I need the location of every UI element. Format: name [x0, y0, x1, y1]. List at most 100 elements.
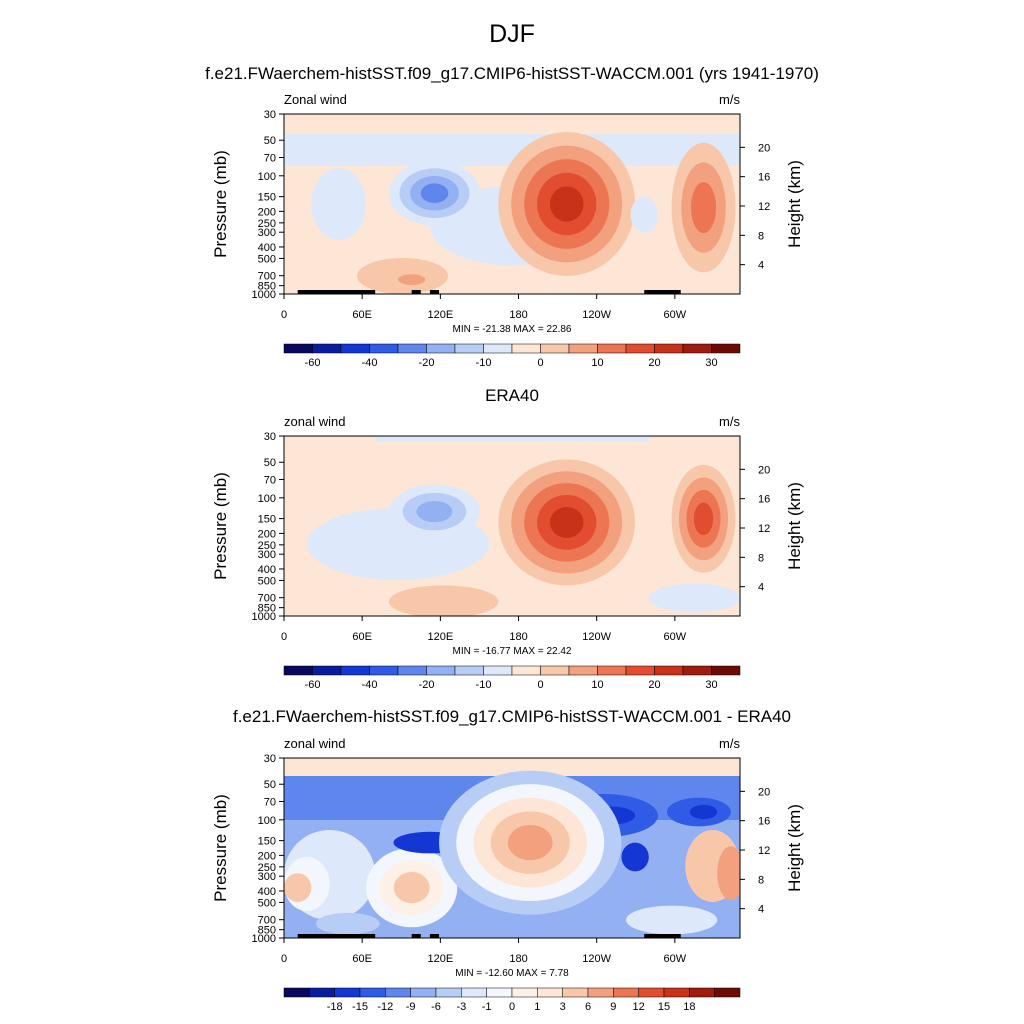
colorbar-segment — [426, 665, 456, 676]
contour-fill — [717, 846, 740, 901]
colorbar-segment — [435, 987, 462, 998]
contour-fill — [315, 912, 380, 935]
contour-fill — [284, 134, 740, 166]
pressure-tick-label: 700 — [258, 593, 276, 605]
panel3-title: f.e21.FWaerchem-histSST.f09_g17.CMIP6-hi… — [232, 707, 792, 726]
colorbar-segment — [540, 343, 570, 354]
lon-tick-label: 60W — [664, 631, 687, 643]
height-tick-label: 12 — [758, 845, 770, 857]
contour-fill — [621, 842, 649, 872]
pressure-tick-label: 500 — [258, 575, 276, 587]
lon-tick-label: 120E — [428, 631, 454, 643]
pressure-tick-label: 500 — [258, 897, 276, 909]
contour-fill — [420, 183, 449, 203]
lon-tick-label: 0 — [281, 631, 287, 643]
lon-tick-label: 60E — [352, 309, 372, 321]
colorbar-label: 15 — [658, 1001, 670, 1013]
pressure-tick-label: 300 — [258, 549, 276, 561]
colorbar-label: 12 — [633, 1001, 645, 1013]
variable-label: Zonal wind — [284, 92, 347, 107]
lon-tick-label: 180 — [509, 309, 527, 321]
colorbar-label: 1 — [534, 1001, 540, 1013]
colorbar-label: -20 — [419, 357, 435, 369]
plot-frame — [283, 113, 741, 295]
colorbar-segment — [312, 665, 342, 676]
colorbar-segment — [625, 665, 655, 676]
contour-fill — [626, 905, 718, 935]
colorbar-label: -9 — [406, 1001, 416, 1013]
contour-fill — [416, 500, 453, 523]
colorbar-label: 0 — [509, 1001, 515, 1013]
colorbar-label: -12 — [377, 1001, 393, 1013]
colorbar-segment — [461, 987, 487, 998]
colorbar-segment — [283, 343, 313, 354]
colorbar-label: -10 — [476, 679, 492, 691]
colorbar-label: -40 — [362, 357, 378, 369]
colorbar-label: 0 — [537, 679, 543, 691]
colorbar-label: 10 — [591, 679, 603, 691]
height-tick-label: 20 — [758, 464, 770, 476]
height-tick-label: 12 — [758, 523, 770, 535]
colorbar-segment — [426, 343, 456, 354]
colorbar-segment — [587, 987, 614, 998]
topography — [644, 934, 681, 938]
pressure-tick-label: 30 — [264, 431, 276, 443]
colorbar-segment — [682, 665, 712, 676]
pressure-tick-label: 1000 — [252, 289, 276, 301]
lon-tick-label: 180 — [509, 631, 527, 643]
pressure-tick-label: 850 — [258, 603, 276, 615]
contour-fill — [393, 872, 430, 904]
contour-fill — [689, 804, 718, 820]
units-label: m/s — [719, 414, 740, 429]
min-max-stats: MIN = -12.60 MAX = 7.78 — [455, 968, 569, 979]
topography — [429, 934, 440, 938]
colorbar-segment — [714, 987, 741, 998]
plot-frame — [283, 435, 741, 617]
min-max-stats: MIN = -21.38 MAX = 22.86 — [453, 324, 572, 335]
pressure-tick-label: 700 — [258, 271, 276, 283]
pressure-tick-label: 400 — [258, 242, 276, 254]
pressure-tick-label: 850 — [258, 281, 276, 293]
colorbar-segment — [454, 665, 484, 676]
colorbar-label: -1 — [482, 1001, 492, 1013]
colorbar-segment — [312, 343, 342, 354]
colorbar-label: 6 — [585, 1001, 591, 1013]
lon-tick-label: 120E — [428, 953, 454, 965]
colorbar-segment — [654, 665, 684, 676]
colorbar-segment — [359, 987, 386, 998]
colorbar-segment — [283, 665, 313, 676]
colorbar-label: -6 — [431, 1001, 441, 1013]
y2-axis-title: Height (km) — [785, 160, 804, 248]
colorbar-segment — [340, 665, 370, 676]
colorbar-label: 20 — [648, 357, 660, 369]
colorbar-label: 30 — [705, 357, 717, 369]
colorbar-segment — [711, 665, 741, 676]
contour-fill — [388, 585, 499, 616]
colorbar-segment — [568, 665, 598, 676]
pressure-tick-label: 100 — [258, 493, 276, 505]
pressure-tick-label: 100 — [258, 815, 276, 827]
colorbar-segment — [334, 987, 361, 998]
height-tick-label: 4 — [758, 260, 764, 272]
lon-tick-label: 60W — [664, 309, 687, 321]
colorbar-segment — [483, 343, 513, 354]
pressure-tick-label: 400 — [258, 564, 276, 576]
pressure-tick-label: 150 — [258, 514, 276, 526]
contour-panel-3 — [279, 757, 745, 998]
season-title: DJF — [489, 20, 535, 48]
colorbar-segment — [369, 665, 399, 676]
topography — [325, 290, 376, 294]
y-axis-title: Pressure (mb) — [211, 794, 230, 902]
lon-tick-label: 120W — [582, 953, 611, 965]
variable-label: zonal wind — [284, 736, 345, 751]
height-tick-label: 8 — [758, 230, 764, 242]
contour-panel-2 — [279, 435, 745, 676]
colorbar-segment — [385, 987, 411, 998]
contour-fill — [284, 873, 312, 902]
pressure-tick-label: 70 — [264, 796, 276, 808]
height-tick-label: 20 — [758, 786, 770, 798]
height-tick-label: 8 — [758, 552, 764, 564]
colorbar-label: -10 — [476, 357, 492, 369]
pressure-tick-label: 100 — [258, 171, 276, 183]
colorbar-label: -15 — [352, 1001, 368, 1013]
